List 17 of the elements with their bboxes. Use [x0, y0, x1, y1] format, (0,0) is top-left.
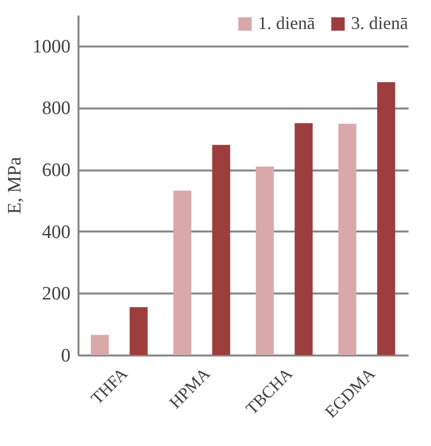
y-tick-label: 1000	[32, 36, 70, 58]
legend-label: 3. dienā	[351, 13, 408, 33]
y-tick-label: 0	[61, 346, 70, 366]
bar	[294, 123, 313, 355]
bar	[377, 82, 396, 355]
bar	[338, 124, 356, 355]
bar	[90, 334, 109, 355]
bar	[130, 307, 148, 355]
y-axis-title: E, MPa	[4, 156, 26, 214]
bar	[256, 166, 274, 355]
bar	[212, 144, 230, 355]
y-tick-label: 600	[42, 160, 70, 182]
legend-label: 1. dienā	[258, 13, 315, 33]
bar	[173, 190, 192, 355]
y-tick-label: 200	[42, 284, 70, 305]
y-tick-label: 800	[42, 98, 70, 120]
y-tick-label: 400	[42, 222, 70, 243]
